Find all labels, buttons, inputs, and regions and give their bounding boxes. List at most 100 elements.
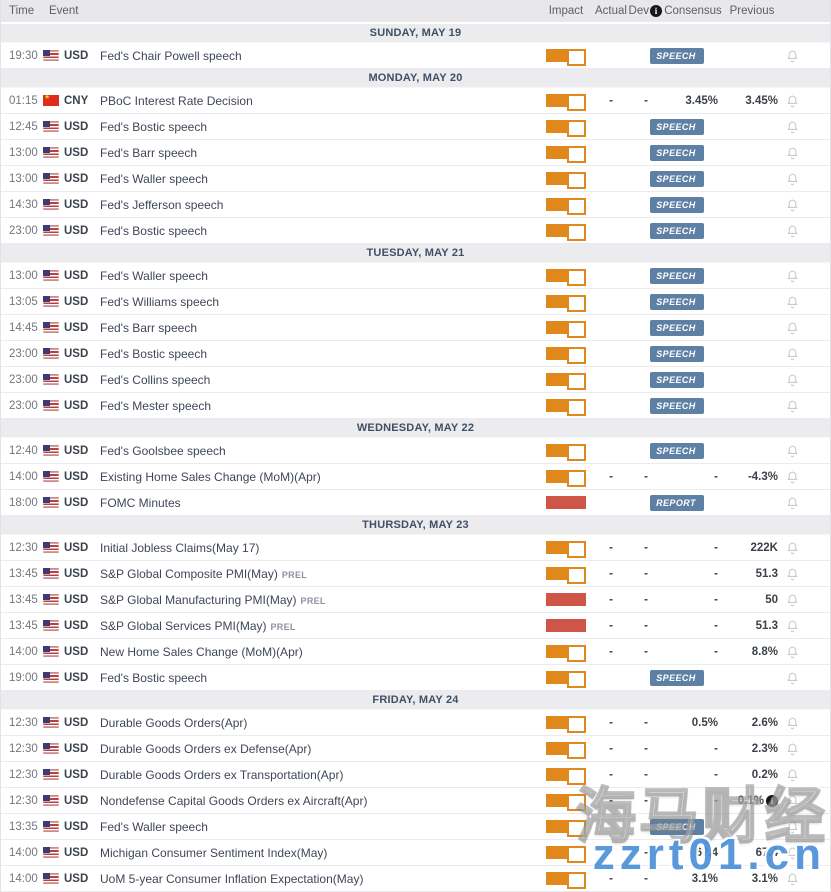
alert-bell-icon[interactable] [780, 872, 804, 886]
event-time: 12:40 [9, 444, 38, 457]
day-separator: MONDAY, MAY 20 [1, 69, 830, 88]
event-badge: SPEECH [650, 818, 704, 835]
alert-bell-icon[interactable] [780, 224, 804, 238]
badge-cell: SPEECH [630, 222, 724, 239]
event-title-text: New Home Sales Change (MoM)(Apr) [100, 644, 303, 659]
event-row[interactable]: 13:35 USD Fed's Waller speech SPEECH [1, 814, 830, 840]
event-title: Fed's Chair Powell speech [100, 49, 540, 63]
badge-cell: SPEECH [630, 371, 724, 388]
event-row[interactable]: 14:00 USD Michigan Consumer Sentiment In… [1, 840, 830, 866]
alert-bell-icon[interactable] [780, 172, 804, 186]
country-flag-icon [43, 873, 59, 884]
event-row[interactable]: 14:30 USD Fed's Jefferson speech SPEECH [1, 192, 830, 218]
event-row[interactable]: 23:00 USD Fed's Collins speech SPEECH [1, 367, 830, 393]
alert-bell-icon[interactable] [780, 49, 804, 63]
event-title: Nondefense Capital Goods Orders ex Aircr… [100, 794, 540, 808]
event-row[interactable]: 13:00 USD Fed's Waller speech SPEECH [1, 263, 830, 289]
country-flag-icon [43, 400, 59, 411]
event-row[interactable]: 12:45 USD Fed's Bostic speech SPEECH [1, 114, 830, 140]
impact-cell [540, 872, 592, 889]
event-currency: USD [64, 593, 89, 606]
event-row[interactable]: 23:00 USD Fed's Bostic speech SPEECH [1, 218, 830, 244]
event-row[interactable]: 13:05 USD Fed's Williams speech SPEECH [1, 289, 830, 315]
event-consensus: - [714, 470, 718, 483]
event-row[interactable]: 01:15 CNY PBoC Interest Rate Decision - … [1, 88, 830, 114]
event-currency: USD [64, 146, 89, 159]
alert-bell-icon[interactable] [780, 619, 804, 633]
event-row[interactable]: 13:00 USD Fed's Barr speech SPEECH [1, 140, 830, 166]
alert-bell-icon[interactable] [780, 373, 804, 387]
alert-bell-icon[interactable] [780, 198, 804, 212]
event-row[interactable]: 12:30 USD Durable Goods Orders ex Defens… [1, 736, 830, 762]
event-currency: USD [64, 846, 89, 859]
event-row[interactable]: 12:30 USD Durable Goods Orders ex Transp… [1, 762, 830, 788]
event-currency: USD [64, 269, 89, 282]
day-separator: TUESDAY, MAY 21 [1, 244, 830, 263]
event-previous: 51.3 [755, 619, 778, 632]
country-flag-icon [43, 821, 59, 832]
alert-bell-icon[interactable] [780, 444, 804, 458]
event-row[interactable]: 14:45 USD Fed's Barr speech SPEECH [1, 315, 830, 341]
alert-bell-icon[interactable] [780, 470, 804, 484]
day-header-label: FRIDAY, MAY 24 [372, 694, 459, 706]
country-flag-icon [43, 296, 59, 307]
event-currency: USD [64, 373, 89, 386]
event-row[interactable]: 14:00 USD UoM 5-year Consumer Inflation … [1, 866, 830, 892]
alert-bell-icon[interactable] [780, 269, 804, 283]
event-row[interactable]: 23:00 USD Fed's Bostic speech SPEECH [1, 341, 830, 367]
alert-bell-icon[interactable] [780, 146, 804, 160]
event-title: Existing Home Sales Change (MoM)(Apr) [100, 470, 540, 484]
alert-bell-icon[interactable] [780, 399, 804, 413]
alert-bell-icon[interactable] [780, 295, 804, 309]
alert-bell-icon[interactable] [780, 321, 804, 335]
event-title-text: FOMC Minutes [100, 495, 181, 510]
alert-bell-icon[interactable] [780, 496, 804, 510]
dev-info-icon[interactable]: i [650, 5, 662, 17]
event-time: 14:00 [9, 846, 38, 859]
event-row[interactable]: 13:00 USD Fed's Waller speech SPEECH [1, 166, 830, 192]
alert-bell-icon[interactable] [780, 716, 804, 730]
event-time: 23:00 [9, 347, 38, 360]
alert-bell-icon[interactable] [780, 846, 804, 860]
event-row[interactable]: 13:45 USD S&P Global Manufacturing PMI(M… [1, 587, 830, 613]
event-badge: SPEECH [650, 144, 704, 161]
previous-info-icon[interactable]: i [766, 794, 778, 807]
event-badge: SPEECH [650, 118, 704, 135]
alert-bell-icon[interactable] [780, 671, 804, 685]
event-row[interactable]: 12:30 USD Nondefense Capital Goods Order… [1, 788, 830, 814]
event-row[interactable]: 14:00 USD New Home Sales Change (MoM)(Ap… [1, 639, 830, 665]
event-row[interactable]: 14:00 USD Existing Home Sales Change (Mo… [1, 464, 830, 490]
alert-bell-icon[interactable] [780, 541, 804, 555]
event-row[interactable]: 13:45 USD S&P Global Composite PMI(May) P… [1, 561, 830, 587]
event-row[interactable]: 19:30 USD Fed's Chair Powell speech SPEE… [1, 43, 830, 69]
event-row[interactable]: 23:00 USD Fed's Mester speech SPEECH [1, 393, 830, 419]
alert-bell-icon[interactable] [780, 593, 804, 607]
impact-cell [540, 399, 592, 416]
alert-bell-icon[interactable] [780, 742, 804, 756]
previous-cell: 8.8% [724, 646, 780, 658]
event-row[interactable]: 18:00 USD FOMC Minutes REPORT [1, 490, 830, 516]
event-row[interactable]: 12:30 USD Initial Jobless Claims(May 17)… [1, 535, 830, 561]
event-previous: 67.4 [755, 846, 778, 859]
event-preliminary-tag: PREL [281, 569, 308, 580]
event-preliminary-tag: PREL [300, 595, 326, 606]
alert-bell-icon[interactable] [780, 820, 804, 834]
alert-bell-icon[interactable] [780, 567, 804, 581]
event-row[interactable]: 13:45 USD S&P Global Services PMI(May) PR… [1, 613, 830, 639]
event-row[interactable]: 12:40 USD Fed's Goolsbee speech SPEECH [1, 438, 830, 464]
event-row[interactable]: 19:00 USD Fed's Bostic speech SPEECH [1, 665, 830, 691]
alert-bell-icon[interactable] [780, 794, 804, 808]
event-row[interactable]: 12:30 USD Durable Goods Orders(Apr) - - … [1, 710, 830, 736]
event-time: 13:45 [9, 567, 38, 580]
country-flag-icon [43, 542, 59, 553]
alert-bell-icon[interactable] [780, 768, 804, 782]
day-separator: FRIDAY, MAY 24 [1, 691, 830, 710]
impact-meter [546, 172, 586, 189]
alert-bell-icon[interactable] [780, 347, 804, 361]
event-previous: 2.3% [751, 742, 778, 755]
alert-bell-icon[interactable] [780, 94, 804, 108]
column-header-consensus: Consensus [664, 5, 722, 17]
alert-bell-icon[interactable] [780, 645, 804, 659]
event-title: Michigan Consumer Sentiment Index(May) [100, 846, 540, 860]
alert-bell-icon[interactable] [780, 120, 804, 134]
